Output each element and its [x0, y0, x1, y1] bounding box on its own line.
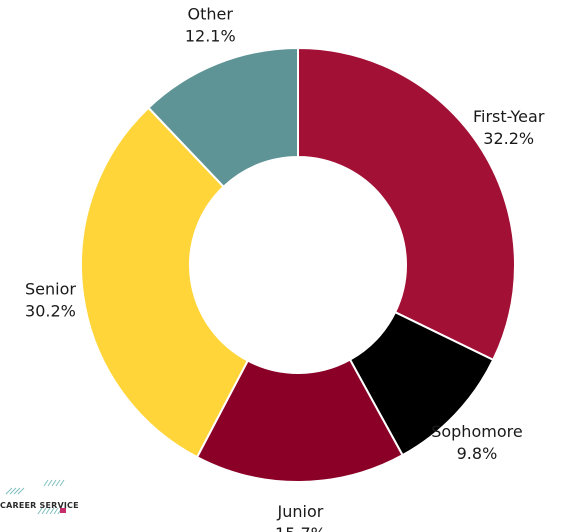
slice-senior — [80, 106, 250, 459]
logo-accent-square — [60, 508, 66, 513]
slice-label-sophomore: Sophomore — [431, 422, 522, 441]
slice-value-first-year: 32.2% — [483, 129, 534, 148]
logo-stripes-icon — [5, 479, 66, 515]
slice-first-year — [297, 46, 516, 362]
logo-text: CAREER SERVICE — [0, 501, 79, 510]
career-services-logo: CAREER SERVICE — [0, 474, 79, 515]
slice-value-senior: 30.2% — [25, 302, 76, 321]
slice-label-first-year: First-Year — [473, 107, 545, 126]
slice-label-junior: Junior — [277, 502, 324, 521]
slice-labels: First-Year 32.2% Sophomore 9.8% Junior 15.7% S… — [25, 4, 545, 532]
slice-value-sophomore: 9.8% — [457, 444, 498, 463]
slice-junior — [195, 358, 404, 483]
slice-label-other: Other — [188, 4, 234, 23]
slice-value-other: 12.1% — [185, 26, 236, 45]
slice-value-junior: 15.7% — [275, 524, 326, 532]
donut-slices — [80, 46, 516, 483]
slice-label-senior: Senior — [25, 280, 76, 299]
slice-other — [147, 46, 299, 189]
